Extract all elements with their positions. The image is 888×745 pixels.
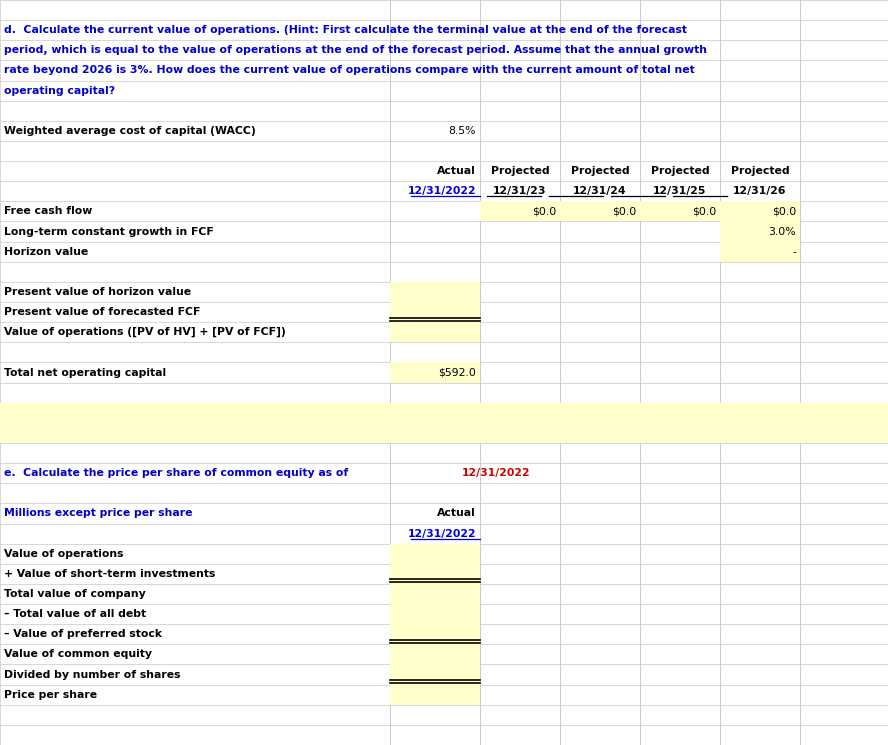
Text: + Value of short-term investments: + Value of short-term investments bbox=[4, 569, 216, 579]
Bar bbox=[390, 604, 480, 624]
Text: Long-term constant growth in FCF: Long-term constant growth in FCF bbox=[4, 226, 214, 237]
Bar bbox=[720, 221, 800, 241]
Text: $592.0: $592.0 bbox=[438, 367, 476, 378]
Bar bbox=[0, 403, 888, 423]
Bar bbox=[560, 201, 640, 221]
Text: Free cash flow: Free cash flow bbox=[4, 206, 92, 216]
Text: Projected: Projected bbox=[491, 166, 550, 176]
Text: 12/31/2022: 12/31/2022 bbox=[462, 468, 531, 478]
Bar bbox=[390, 282, 480, 302]
Text: $0.0: $0.0 bbox=[612, 206, 636, 216]
Text: 12/31/26: 12/31/26 bbox=[733, 186, 787, 196]
Text: Value of common equity: Value of common equity bbox=[4, 650, 152, 659]
Bar bbox=[390, 624, 480, 644]
Text: $0.0: $0.0 bbox=[772, 206, 796, 216]
Text: e.  Calculate the price per share of common equity as of: e. Calculate the price per share of comm… bbox=[4, 468, 352, 478]
Text: Horizon value: Horizon value bbox=[4, 247, 88, 257]
Text: Weighted average cost of capital (WACC): Weighted average cost of capital (WACC) bbox=[4, 126, 256, 136]
Text: d.  Calculate the current value of operations. (Hint: First calculate the termin: d. Calculate the current value of operat… bbox=[4, 25, 687, 35]
Text: Present value of horizon value: Present value of horizon value bbox=[4, 287, 191, 297]
Text: Total value of company: Total value of company bbox=[4, 589, 146, 599]
Text: Value of operations: Value of operations bbox=[4, 549, 123, 559]
Text: Projected: Projected bbox=[731, 166, 789, 176]
Bar bbox=[390, 685, 480, 705]
Bar bbox=[480, 201, 560, 221]
Text: 12/31/2022: 12/31/2022 bbox=[408, 529, 476, 539]
Text: period, which is equal to the value of operations at the end of the forecast per: period, which is equal to the value of o… bbox=[4, 45, 707, 55]
Text: 12/31/23: 12/31/23 bbox=[493, 186, 547, 196]
Text: Actual: Actual bbox=[437, 508, 476, 519]
Bar bbox=[390, 302, 480, 322]
Bar bbox=[720, 241, 800, 261]
Bar bbox=[390, 644, 480, 665]
Text: $0.0: $0.0 bbox=[532, 206, 556, 216]
Text: -: - bbox=[792, 247, 796, 257]
Text: Actual: Actual bbox=[437, 166, 476, 176]
Text: – Value of preferred stock: – Value of preferred stock bbox=[4, 630, 162, 639]
Text: 12/31/2022: 12/31/2022 bbox=[408, 186, 476, 196]
Text: – Total value of all debt: – Total value of all debt bbox=[4, 609, 147, 619]
Bar bbox=[390, 322, 480, 342]
Text: Value of operations ([PV of HV] + [PV of FCF]): Value of operations ([PV of HV] + [PV of… bbox=[4, 327, 286, 337]
Text: Present value of forecasted FCF: Present value of forecasted FCF bbox=[4, 307, 201, 317]
Bar bbox=[640, 201, 720, 221]
Bar bbox=[390, 564, 480, 584]
Text: $0.0: $0.0 bbox=[692, 206, 716, 216]
Text: 12/31/24: 12/31/24 bbox=[574, 186, 627, 196]
Text: rate beyond 2026 is 3%. How does the current value of operations compare with th: rate beyond 2026 is 3%. How does the cur… bbox=[4, 66, 694, 75]
Bar bbox=[390, 544, 480, 564]
Text: 3.0%: 3.0% bbox=[768, 226, 796, 237]
Bar bbox=[390, 362, 480, 383]
Text: Millions except price per share: Millions except price per share bbox=[4, 508, 193, 519]
Bar bbox=[0, 423, 888, 443]
Text: Total net operating capital: Total net operating capital bbox=[4, 367, 166, 378]
Bar bbox=[390, 665, 480, 685]
Text: Divided by number of shares: Divided by number of shares bbox=[4, 670, 180, 679]
Bar bbox=[720, 201, 800, 221]
Text: Projected: Projected bbox=[571, 166, 630, 176]
Text: operating capital?: operating capital? bbox=[4, 86, 115, 95]
Text: Projected: Projected bbox=[651, 166, 710, 176]
Text: 8.5%: 8.5% bbox=[448, 126, 476, 136]
Bar bbox=[390, 584, 480, 604]
Text: 12/31/25: 12/31/25 bbox=[654, 186, 707, 196]
Text: Price per share: Price per share bbox=[4, 690, 97, 700]
